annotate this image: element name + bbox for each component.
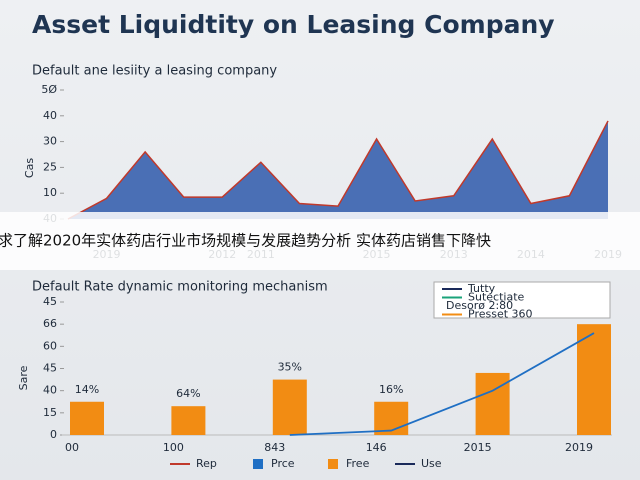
legend-label: Presset 360 — [468, 308, 533, 321]
bar-label: 64% — [176, 387, 200, 400]
y-tick-label: 60 — [43, 339, 57, 352]
y-tick-label: 66 — [43, 317, 57, 330]
legend-label: Tutty — [467, 282, 496, 295]
legend-label: Sutectiate — [468, 291, 525, 304]
y-tick-label: 10 — [43, 186, 57, 199]
bar — [70, 401, 104, 435]
y-tick-label: 45 — [43, 295, 57, 308]
x-tick-label: 100 — [163, 441, 184, 454]
legend-label: Free — [346, 457, 370, 470]
x-tick-label: 2019 — [565, 441, 593, 454]
bar-line-chart: 45 66 60 45 40 15 0 Sare 00 14% 100 64% 843 35% 146 16%… — [17, 281, 612, 470]
y-tick-label: 45 — [43, 362, 57, 375]
y-tick-label: 15 — [43, 406, 57, 419]
banner: 求了解2020年实体药店行业市场规模与发展趋势分析 实体药店销售下降快 — [0, 232, 491, 250]
area — [68, 120, 608, 219]
line — [289, 332, 595, 436]
legend-swatch — [253, 459, 263, 469]
bar — [171, 406, 206, 435]
legend-box — [433, 281, 611, 319]
y-tick-label: 5Ø — [41, 83, 57, 96]
y-tick-label: 40 — [43, 384, 57, 397]
x-tick-label: 146 — [366, 441, 387, 454]
y-axis-label: Sare — [17, 365, 30, 390]
bar — [475, 372, 510, 435]
subtitle: Default Rate dynamic monitoring mechanis… — [32, 280, 328, 295]
bar-label: 16% — [379, 383, 403, 396]
y-tick-label: 0 — [50, 428, 57, 441]
legend-label: Desorø 2:80 — [446, 299, 513, 312]
chart-title: Asset Liquidtity on Leasing Company — [32, 10, 555, 39]
x-tick-label: 00 — [65, 441, 79, 454]
x-tick-label: 2015 — [464, 441, 492, 454]
x-tick-label: 843 — [264, 441, 285, 454]
y-tick-label: 25 — [43, 160, 57, 173]
bar-label: 35% — [278, 361, 302, 374]
legend-label: Use — [421, 457, 442, 470]
bar — [272, 379, 307, 435]
y-tick-label: 40 — [43, 109, 57, 122]
y-axis-label: Cas — [23, 158, 36, 178]
banner-bg — [0, 212, 640, 270]
line — [67, 120, 609, 220]
subtitle: Default ane lesiity a leasing company — [32, 64, 277, 79]
legend-label: Rep — [196, 457, 217, 470]
legend-label: Prce — [271, 457, 295, 470]
bar — [374, 401, 409, 435]
y-tick-label: 30 — [43, 135, 57, 148]
legend-swatch — [328, 459, 338, 469]
bar — [577, 324, 611, 435]
bar-label: 14% — [75, 383, 99, 396]
